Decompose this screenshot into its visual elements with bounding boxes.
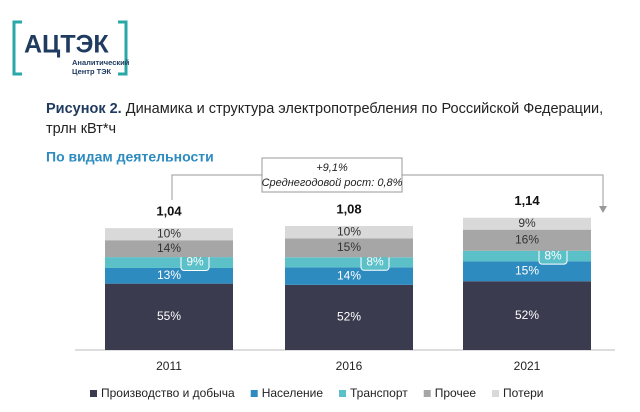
logo-name: АЦТЭК [24,31,109,59]
logo-tagline: Аналитический [72,58,130,67]
logo-tagline: Центр ТЭК [72,67,112,76]
annotation: Среднегодовой рост: 0,8% [262,177,403,189]
bar-segment [463,261,591,282]
title-text: Динамика и структура электропотребления … [46,101,604,137]
data-label: 9% [186,255,204,269]
arrow-head [599,206,607,213]
legend-label: Население [262,386,324,400]
total-label: 1,08 [336,201,361,216]
legend-label: Транспорт [350,386,408,400]
bar-segment [105,283,233,350]
bar-segment [285,284,413,350]
legend-swatch [423,390,431,397]
data-label: 52% [515,308,539,322]
bar-segment [285,267,413,285]
bar-segment [463,250,591,262]
figure-label: Рисунок 2. [46,101,122,117]
bar-segment [105,257,233,268]
data-label: 9% [518,216,536,230]
total-label: 1,14 [514,193,540,208]
legend-swatch [250,390,258,397]
logo-bracket [12,20,22,76]
bar-segment [285,225,413,239]
annotation-arrow [171,174,604,208]
annotation: +9,1% [316,162,348,174]
bar-segment [285,238,413,258]
legend-swatch [339,390,347,397]
x-tick-label: 2011 [156,359,182,373]
bar-segment [105,267,233,284]
legend-label: Прочее [435,386,477,400]
chart-title: Рисунок 2. Динамика и структура электроп… [46,99,626,139]
data-label: 15% [337,240,361,254]
total-label: 1,04 [156,204,182,219]
bar-segment [285,257,413,268]
data-label: 52% [337,310,361,324]
data-label: 14% [157,241,181,255]
subtitle: По видам деятельности [46,149,214,165]
x-tick-label: 2016 [336,359,363,373]
data-label: 13% [157,268,181,282]
bar-segment [463,281,591,350]
legend-label: Потери [503,386,543,400]
bar-segment [105,240,233,258]
legend-swatch [492,390,500,397]
data-label: 8% [544,248,562,262]
data-label: 55% [157,309,181,323]
data-label: 14% [337,268,361,282]
data-label: 16% [515,232,539,246]
x-tick-label: 2021 [514,359,541,373]
logo-bracket [118,20,128,76]
data-label: 15% [515,263,539,277]
legend-label: Производство и добыча [101,386,235,400]
data-label: 10% [337,224,361,238]
data-label: 10% [157,226,181,240]
legend-swatch [90,390,97,397]
bar-segment [105,228,233,241]
bar-segment [463,217,591,230]
bar-segment [463,229,591,251]
data-label: 8% [366,254,384,268]
